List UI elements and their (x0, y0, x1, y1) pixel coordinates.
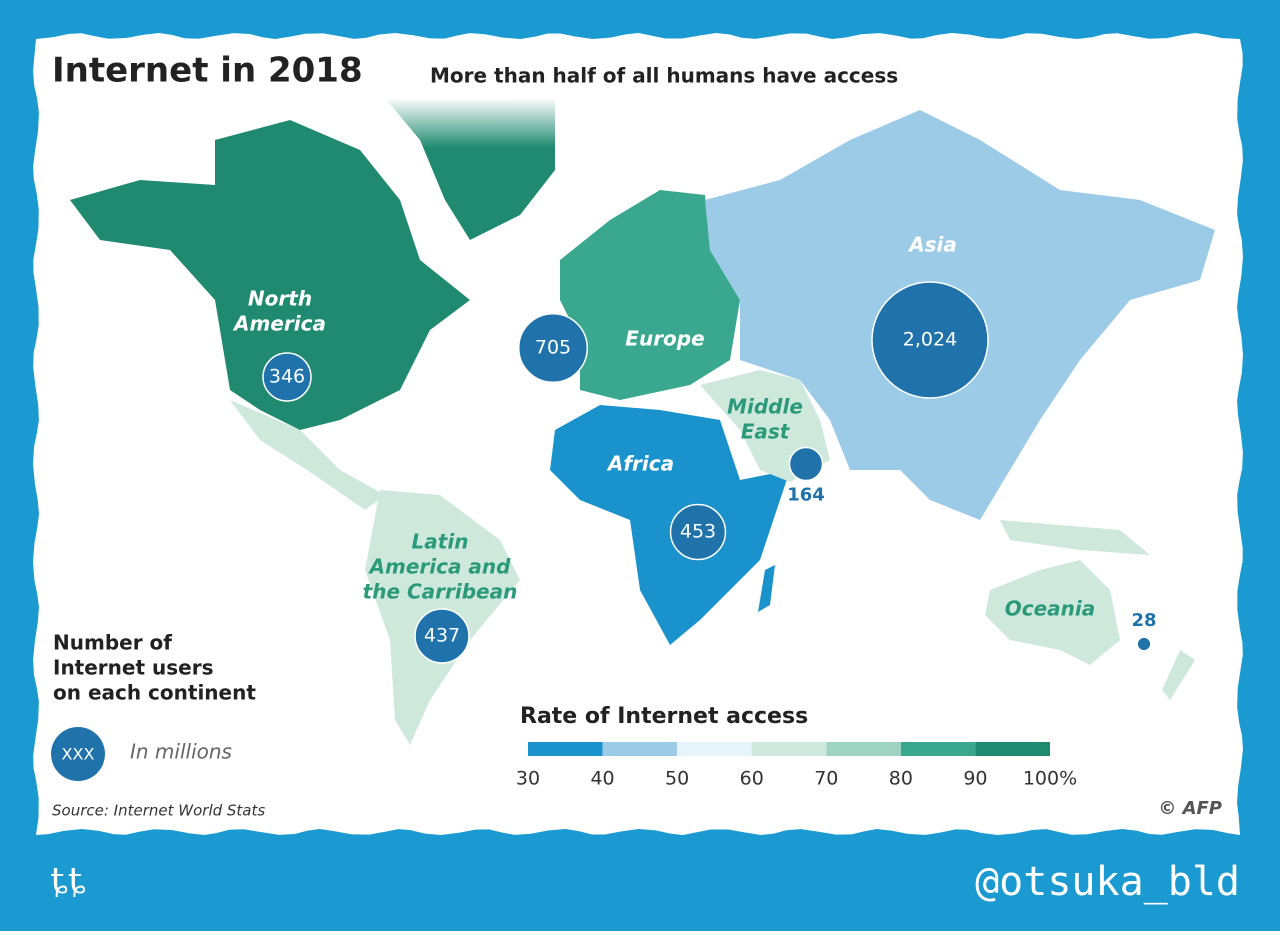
colorbar-tick-label: 50 (665, 768, 689, 790)
users-label: 453 (680, 521, 716, 543)
colorbar-segment (602, 742, 678, 756)
colorbar-title: Rate of Internet access (520, 704, 808, 729)
users-bubble (414, 608, 470, 664)
colorbar-segment (900, 742, 976, 756)
users-bubble (1136, 636, 1152, 652)
africa (550, 405, 790, 645)
source: Source: Internet World Stats (52, 802, 265, 820)
users-label: 164 (787, 485, 825, 506)
credit: © AFP (1158, 798, 1222, 819)
australia (985, 560, 1120, 665)
users-bubble (871, 281, 989, 399)
colorbar-tick-label: 30 (516, 768, 540, 790)
continent-name: Oceania (1005, 597, 1096, 621)
users-label: 28 (1131, 610, 1156, 631)
colorbar-tick-label: 40 (590, 768, 614, 790)
bubble-legend-title: Internet users (53, 656, 213, 680)
title: Internet in 2018 (52, 51, 363, 91)
continent-name: Latin (412, 530, 469, 554)
north-america (70, 120, 470, 430)
continent-name: East (741, 420, 791, 444)
colorbar-segment (528, 742, 603, 756)
colorbar-tick-label: 70 (814, 768, 838, 790)
bubble-legend-unit: In millions (130, 740, 232, 764)
continent-name: Europe (625, 327, 704, 351)
colorbar-tick-label: 90 (963, 768, 987, 790)
users-bubble (669, 503, 727, 561)
colorbar-tick-label: 60 (740, 768, 764, 790)
colorbar-segment (826, 742, 901, 756)
europe (560, 190, 740, 400)
central-america (230, 400, 385, 510)
users-bubble (262, 352, 312, 402)
users-label: 2,024 (903, 329, 957, 351)
colorbar-tick-label: 80 (889, 768, 913, 790)
logo: ȶȶ (50, 861, 86, 902)
users-label: 437 (424, 625, 460, 647)
users-label: 346 (269, 366, 305, 388)
continent-name: Asia (907, 233, 957, 257)
islands (1000, 520, 1150, 555)
subtitle: More than half of all humans have access (430, 64, 898, 88)
colorbar-tick-label: 100% (1023, 768, 1077, 790)
users-bubble (517, 312, 589, 384)
colorbar-segment (677, 742, 752, 756)
continent-name: America (232, 312, 326, 336)
madagascar (758, 565, 775, 612)
bubble-legend-title: Number of (53, 631, 172, 655)
bubble-legend-sample-label: XXX (62, 745, 95, 764)
users-bubble (788, 446, 824, 482)
continent-name: North (248, 287, 312, 311)
continent-name: America and (368, 555, 512, 579)
signature: @otsuka_bld (975, 859, 1240, 905)
greenland (385, 98, 555, 240)
continent-name: Africa (606, 452, 674, 476)
bubble-legend-title: on each continent (53, 681, 256, 705)
colorbar-segment (975, 742, 1050, 756)
new-zealand (1162, 650, 1195, 700)
continent-name: the Carribean (363, 580, 518, 604)
colorbar-segment (751, 742, 827, 756)
users-label: 705 (535, 337, 571, 359)
bubble-legend-sample (51, 727, 105, 781)
continent-name: Middle (727, 395, 803, 419)
